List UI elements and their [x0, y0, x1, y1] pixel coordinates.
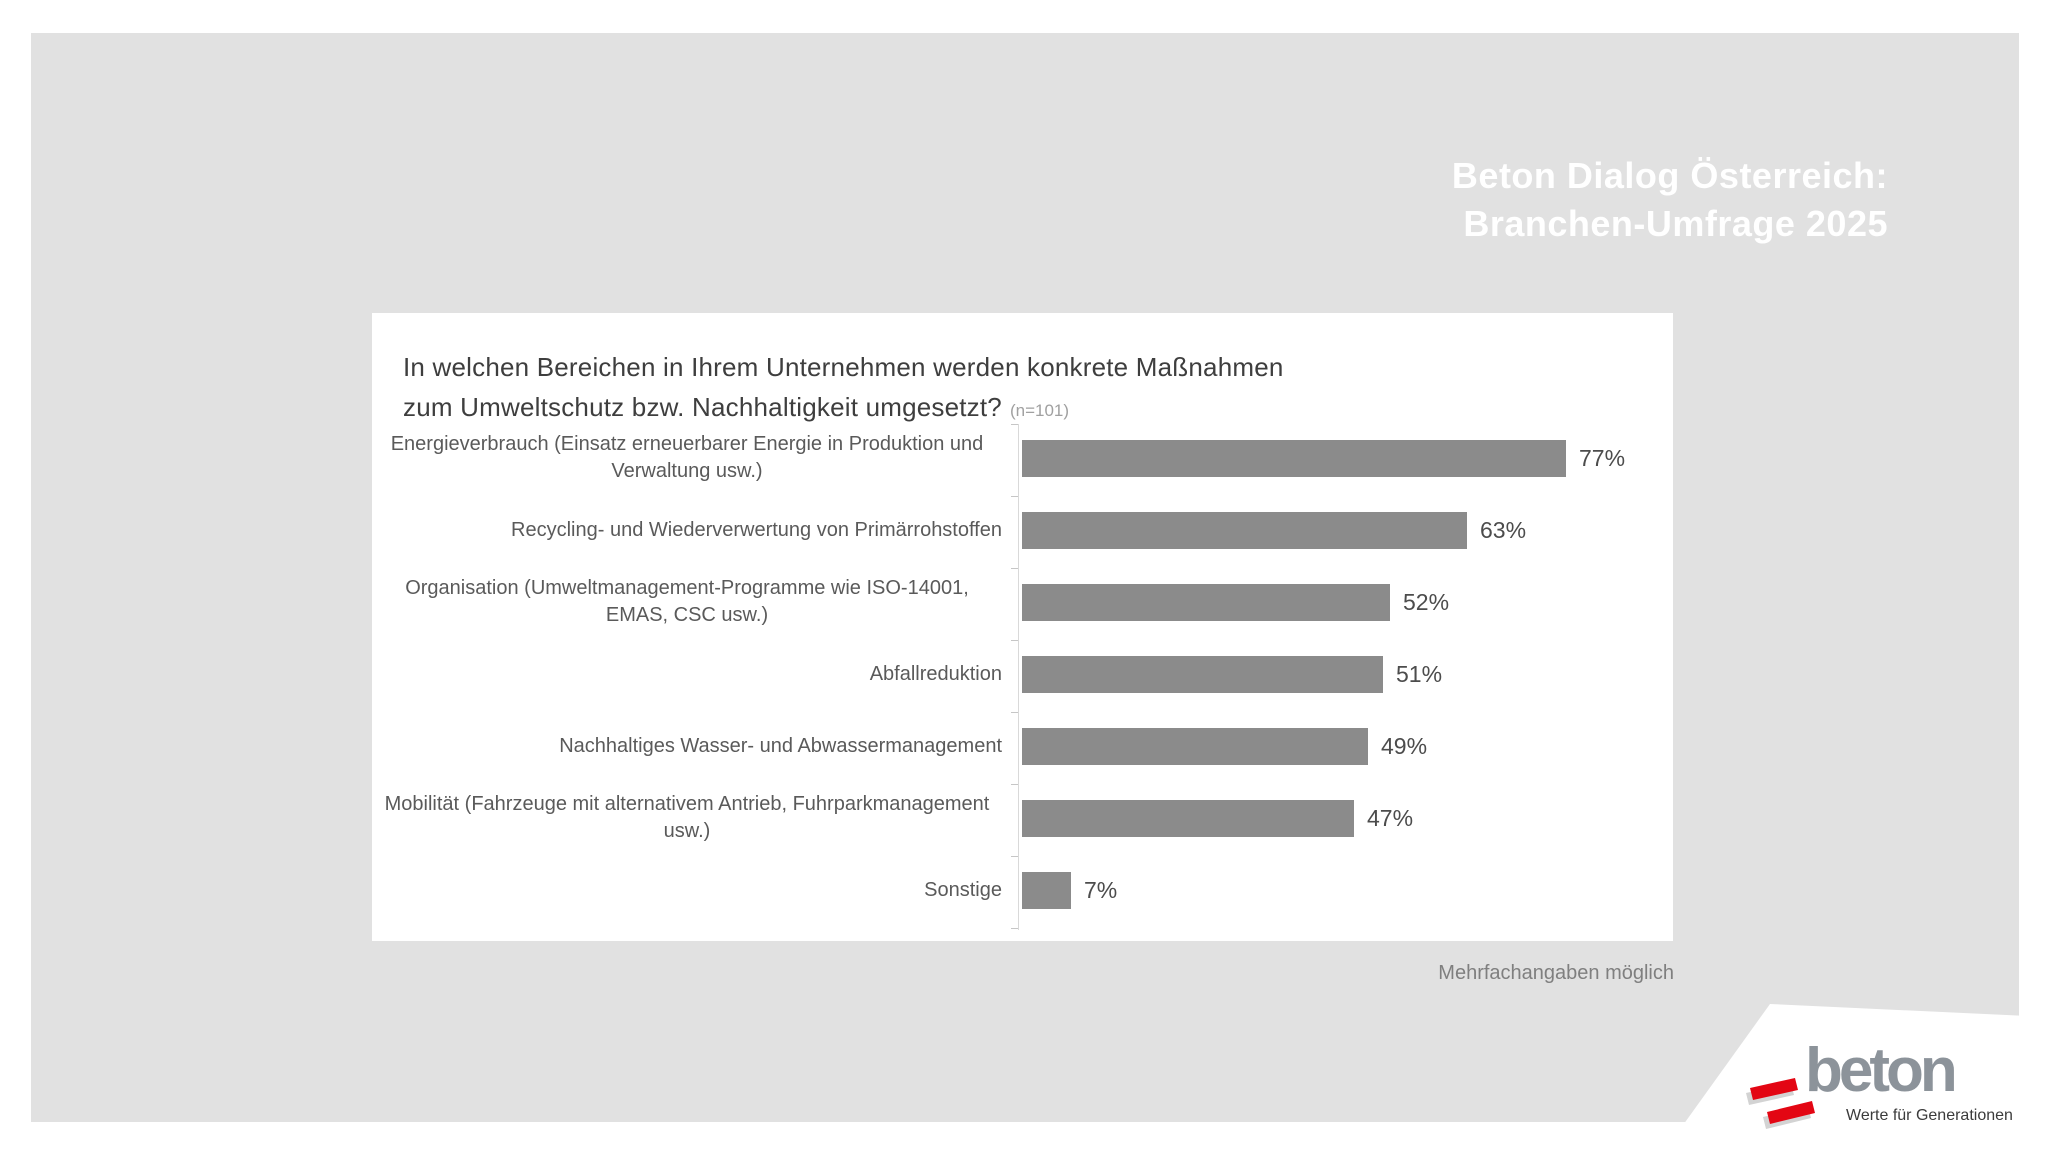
question-line2: zum Umweltschutz bzw. Nachhaltigkeit umg… — [403, 387, 1653, 431]
logo-tagline: Werte für Generationen — [1846, 1107, 2013, 1124]
slide-title-line2: Branchen-Umfrage 2025 — [1463, 203, 1888, 244]
bar-row: Mobilität (Fahrzeuge mit alternativem An… — [372, 782, 1673, 854]
category-label: Organisation (Umweltmanagement-Programme… — [405, 577, 969, 626]
question-line1: In welchen Bereichen in Ihrem Unternehme… — [403, 352, 1284, 382]
bar-row: Sonstige 7% — [372, 854, 1673, 926]
value-label: 47% — [1367, 804, 1414, 831]
bar-cell: 47% — [1002, 799, 1673, 837]
axis-tick — [1011, 568, 1018, 569]
axis-tick — [1011, 856, 1018, 857]
bar-row: Organisation (Umweltmanagement-Programme… — [372, 566, 1673, 638]
category-label-cell: Nachhaltiges Wasser- und Abwassermanagem… — [372, 733, 1002, 760]
value-label: 51% — [1396, 660, 1443, 687]
question-title: In welchen Bereichen in Ihrem Unternehme… — [403, 347, 1653, 431]
bar-cell: 51% — [1002, 655, 1673, 693]
question-line2-text: zum Umweltschutz bzw. Nachhaltigkeit umg… — [403, 392, 1002, 422]
bar-cell: 63% — [1002, 511, 1673, 549]
bar — [1022, 655, 1383, 693]
value-label: 49% — [1381, 732, 1428, 759]
beton-logo-mark-icon — [1746, 1078, 1815, 1129]
axis-tick — [1011, 784, 1018, 785]
bar — [1022, 511, 1467, 549]
value-label: 52% — [1403, 588, 1450, 615]
bar — [1022, 439, 1566, 477]
category-label-cell: Recycling- und Wiederverwertung von Prim… — [372, 517, 1002, 544]
category-label-cell: Organisation (Umweltmanagement-Programme… — [372, 575, 1002, 629]
category-label: Sonstige — [924, 878, 1002, 901]
chart-footnote: Mehrfachangaben möglich — [1438, 962, 1674, 984]
bar-row: Recycling- und Wiederverwertung von Prim… — [372, 494, 1673, 566]
category-axis-line — [1018, 424, 1019, 930]
bar-chart: Energieverbrauch (Einsatz erneuerbarer E… — [372, 422, 1673, 932]
bar-row: Energieverbrauch (Einsatz erneuerbarer E… — [372, 422, 1673, 494]
sample-size-label: (n=101) — [1009, 401, 1070, 420]
category-label-cell: Energieverbrauch (Einsatz erneuerbarer E… — [372, 431, 1002, 485]
axis-tick — [1011, 424, 1018, 425]
axis-tick — [1011, 640, 1018, 641]
bar — [1022, 583, 1390, 621]
bar-cell: 7% — [1002, 871, 1673, 909]
axis-tick — [1011, 712, 1018, 713]
axis-tick — [1011, 928, 1018, 929]
chart-rows: Energieverbrauch (Einsatz erneuerbarer E… — [372, 422, 1673, 926]
value-label: 63% — [1480, 516, 1527, 543]
category-label-cell: Sonstige — [372, 877, 1002, 904]
bar — [1022, 799, 1354, 837]
category-label-cell: Mobilität (Fahrzeuge mit alternativem An… — [372, 791, 1002, 845]
axis-tick — [1011, 496, 1018, 497]
brand-logo: beton — [1805, 1036, 1958, 1105]
bar-row: Abfallreduktion 51% — [372, 638, 1673, 710]
bar-cell: 77% — [1002, 439, 1673, 477]
bar — [1022, 871, 1071, 909]
slide-title-line1: Beton Dialog Österreich: — [1451, 155, 1888, 196]
category-label: Recycling- und Wiederverwertung von Prim… — [511, 518, 1002, 541]
category-label: Nachhaltiges Wasser- und Abwassermanagem… — [559, 734, 1002, 757]
chart-card: In welchen Bereichen in Ihrem Unternehme… — [372, 313, 1673, 941]
bar — [1022, 727, 1368, 765]
category-label: Energieverbrauch (Einsatz erneuerbarer E… — [390, 433, 984, 482]
category-label: Mobilität (Fahrzeuge mit alternativem An… — [384, 793, 990, 842]
value-label: 77% — [1579, 444, 1626, 471]
bar-row: Nachhaltiges Wasser- und Abwassermanagem… — [372, 710, 1673, 782]
bar-cell: 52% — [1002, 583, 1673, 621]
value-label: 7% — [1084, 876, 1118, 903]
category-label-cell: Abfallreduktion — [372, 661, 1002, 688]
slide-title: Beton Dialog Österreich: Branchen-Umfrag… — [1452, 152, 1888, 248]
logo-corner: beton Werte für Generationen — [1663, 1004, 2050, 1153]
bar-cell: 49% — [1002, 727, 1673, 765]
category-label: Abfallreduktion — [869, 662, 1002, 685]
